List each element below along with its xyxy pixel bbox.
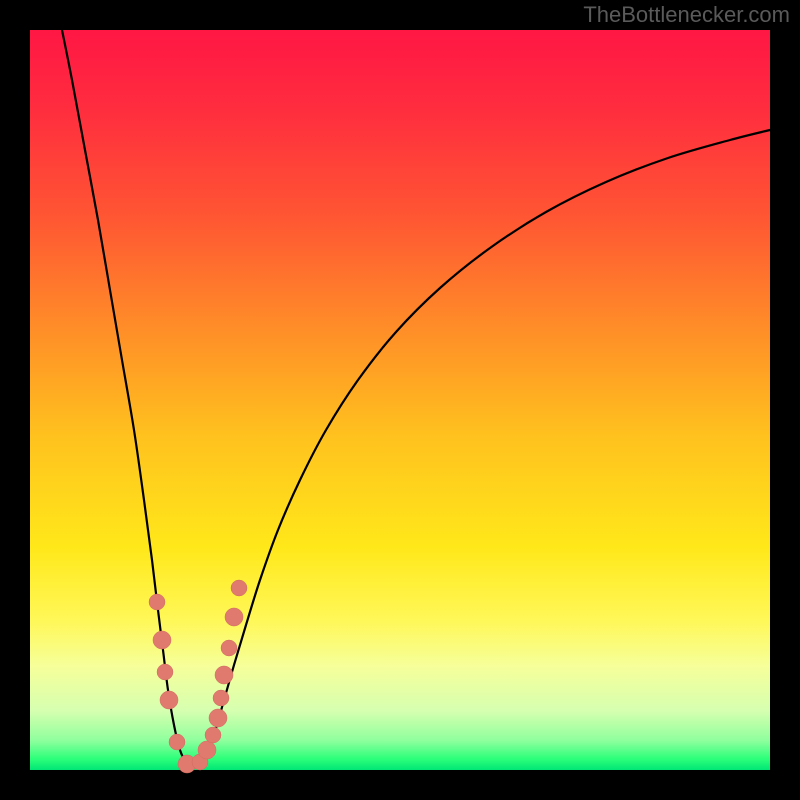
data-marker [213, 690, 229, 706]
data-marker [205, 727, 221, 743]
data-marker [157, 664, 173, 680]
data-marker [153, 631, 171, 649]
data-marker [209, 709, 227, 727]
data-marker [169, 734, 185, 750]
data-marker [215, 666, 233, 684]
data-marker [149, 594, 165, 610]
gradient-background [30, 30, 770, 770]
data-marker [198, 741, 216, 759]
data-marker [225, 608, 243, 626]
data-marker [231, 580, 247, 596]
bottleneck-chart-svg [0, 0, 800, 800]
data-marker [221, 640, 237, 656]
chart-canvas: TheBottlenecker.com [0, 0, 800, 800]
data-marker [160, 691, 178, 709]
